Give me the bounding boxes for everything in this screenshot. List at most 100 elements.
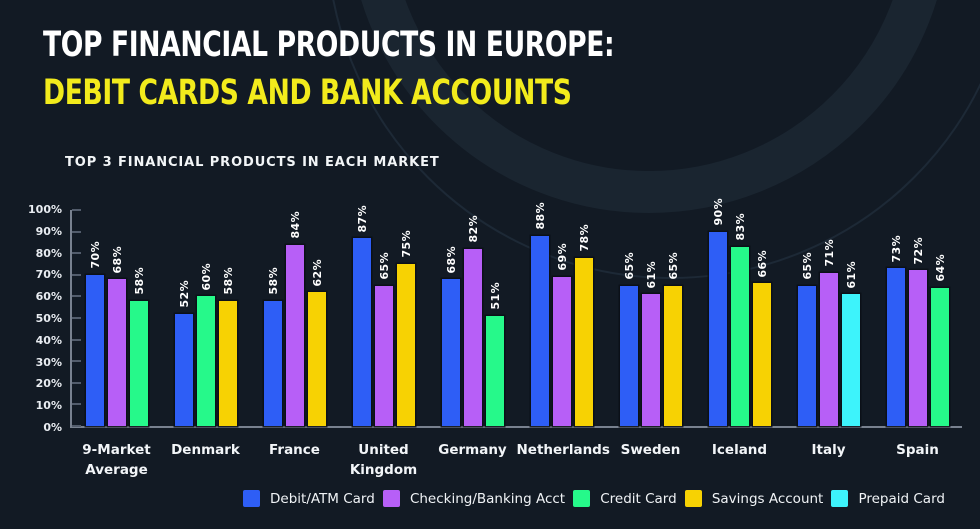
bar-checking: 69% [552,243,571,426]
bar-credit: 51% [485,282,504,426]
x-axis-category-label: Netherlands [516,442,610,458]
bar-debit: 90% [708,198,727,426]
bar-group: 73% 72% 64% Spain [873,210,962,458]
bar-value-label: 68% [111,245,124,274]
bar-checking: 65% [374,252,393,426]
bar-group: 52% 60% 58% Denmark [161,210,250,458]
bar-debit: 73% [886,235,905,426]
bar-checking: 82% [463,215,482,426]
legend-swatch-credit [573,490,591,507]
legend-label: Savings Account [711,490,824,507]
y-axis-tick-label: 70% [35,268,62,282]
x-axis-category-label: Italy [811,442,846,458]
bar-credit: 58% [129,267,148,426]
bar-cluster: 65% 71% 61% [784,210,873,426]
x-axis-category-label: Spain [896,442,939,458]
page-title-line1: TOP FINANCIAL PRODUCTS IN EUROPE: [43,25,615,65]
bar-savings: 75% [396,230,415,426]
x-axis-category-label: France [269,442,320,458]
bar-cluster: 90% 83% 66% [695,198,784,426]
bar-cluster: 87% 65% 75% [339,205,428,426]
bar-credit: 64% [930,254,949,426]
y-axis-tick-mark [72,209,81,211]
y-axis-labels: 100% 90% 80% 70% 60% 50% 40% 30% 20% 10% 0% [14,203,62,435]
bar-credit: 83% [730,213,749,426]
legend-item-debit: Debit/ATM Card [243,490,375,507]
y-axis-tick-label: 0% [43,420,62,434]
bar-value-label: 72% [912,236,925,265]
bar-value-label: 69% [556,243,569,271]
x-axis-category-label: 9-Market Average [82,442,151,478]
bar-value-label: 70% [89,241,102,269]
bar-value-label: 61% [645,260,658,289]
bar-value-label: 65% [623,252,636,280]
bar-debit: 65% [619,252,638,426]
legend-label: Checking/Banking Acct [409,490,566,507]
bar-value-label: 60% [200,262,213,291]
bar-value-label: 58% [222,267,235,295]
bar-group: 65% 61% 65% Sweden [606,210,695,458]
bar-savings: 66% [752,250,771,426]
y-axis-tick-label: 90% [35,224,62,238]
bar-groups: 70% 68% 58% 9-Market Average 52% 60% 58% Denmar… [72,198,962,478]
legend-swatch-savings [684,490,702,507]
bar-cluster: 52% 60% 58% [161,210,250,426]
bar-debit: 65% [797,252,816,426]
bar-prepaid: 61% [841,261,860,426]
y-axis-tick-label: 50% [35,311,62,325]
bar-value-label: 65% [801,252,814,280]
y-axis-tick-mark [72,338,81,341]
bar-value-label: 66% [756,249,769,278]
header: TOP FINANCIAL PRODUCTS IN EUROPE: DEBIT … [43,26,795,112]
y-axis-tick-label: 30% [35,355,62,369]
bar-savings: 62% [307,259,326,426]
bar-group: 68% 82% 51% Germany [428,210,517,458]
bar-value-label: 78% [578,224,591,252]
y-axis-tick-mark [72,360,81,363]
bar-value-label: 51% [489,282,502,310]
y-axis-tick-label: 100% [28,203,62,216]
y-axis-tick-mark [72,295,81,298]
bar-value-label: 65% [667,252,680,280]
bar-value-label: 65% [378,252,391,280]
bar-checking: 84% [285,211,304,426]
bar-savings: 65% [663,252,682,426]
y-axis-tick-mark [72,273,81,276]
y-axis-tick-label: 20% [35,377,62,391]
bar-value-label: 84% [289,211,302,239]
bar-group: 90% 83% 66% Iceland [695,198,784,458]
x-axis-category-label: Denmark [171,442,240,458]
bar-chart-plot-area: 70% 68% 58% 9-Market Average 52% 60% 58% Denmar… [70,198,962,478]
bar-cluster: 65% 61% 65% [606,210,695,426]
bar-group: 88% 69% 78% Netherlands [517,202,610,458]
bar-savings: 78% [574,224,593,426]
bar-value-label: 83% [734,213,747,241]
bar-debit: 87% [352,205,371,426]
legend-item-credit: Credit Card [573,490,677,507]
bar-checking: 61% [641,261,660,426]
legend-item-checking: Checking/Banking Acct [382,490,566,507]
y-axis-tick-mark [72,230,81,233]
bar-credit: 60% [196,263,215,426]
y-axis-tick-mark [72,425,81,427]
y-axis-tick-label: 60% [35,290,62,304]
bar-savings: 58% [218,267,237,426]
bar-value-label: 87% [356,204,369,233]
bar-value-label: 82% [467,215,480,243]
bar-value-label: 73% [890,234,903,263]
bar-value-label: 75% [400,230,413,258]
page-title-line2: DEBIT CARDS AND BANK ACCOUNTS [43,73,572,113]
legend-label: Credit Card [600,490,677,507]
y-axis-tick-mark [72,381,81,384]
legend-label: Debit/ATM Card [270,490,375,507]
legend-item-savings: Savings Account [684,490,824,507]
x-axis-category-label: Germany [438,442,507,458]
bar-debit: 70% [85,241,104,426]
bar-value-label: 90% [712,198,725,226]
bar-value-label: 62% [311,258,324,287]
bar-value-label: 61% [845,260,858,289]
x-axis-category-label: Sweden [620,442,681,458]
bar-value-label: 58% [133,267,146,295]
bar-cluster: 88% 69% 78% [517,202,606,426]
chart-title: TOP 3 FINANCIAL PRODUCTS IN EACH MARKET [65,155,440,170]
